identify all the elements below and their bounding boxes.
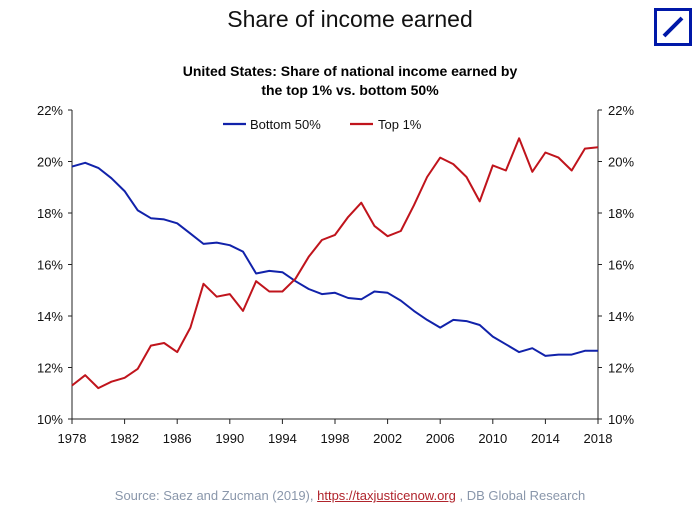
- series-line-top-1: [71, 137, 599, 390]
- x-tick-label: 2010: [478, 431, 507, 446]
- x-tick-label: 2006: [426, 431, 455, 446]
- x-tick-label: 2002: [373, 431, 402, 446]
- y-tick-label-left: 20%: [37, 155, 63, 170]
- source-suffix: , DB Global Research: [455, 488, 586, 503]
- x-tick-label: 1998: [321, 431, 350, 446]
- series-layer: [71, 137, 599, 390]
- y-tick-label-right: 12%: [608, 361, 634, 376]
- chart-title-line-2: the top 1% vs. bottom 50%: [261, 82, 439, 98]
- x-tick-label: 2014: [531, 431, 560, 446]
- y-tick-label-left: 14%: [37, 309, 63, 324]
- page-title: Share of income earned: [227, 6, 473, 32]
- y-tick-label-right: 16%: [608, 258, 634, 273]
- y-tick-label-left: 12%: [37, 361, 63, 376]
- legend-label-bottom-50: Bottom 50%: [250, 117, 321, 132]
- y-tick-label-right: 20%: [608, 155, 634, 170]
- x-tick-label: 1990: [215, 431, 244, 446]
- y-tick-label-right: 18%: [608, 206, 634, 221]
- x-tick-label: 1986: [163, 431, 192, 446]
- legend: Bottom 50% Top 1%: [223, 117, 422, 132]
- y-tick-label-left: 10%: [37, 412, 63, 427]
- chart-title-line-1: United States: Share of national income …: [183, 63, 518, 79]
- x-tick-label: 2018: [584, 431, 613, 446]
- series-line-bottom-50: [71, 161, 598, 357]
- x-tick-label: 1978: [58, 431, 87, 446]
- y-tick-label-right: 22%: [608, 103, 634, 118]
- x-tick-label: 1982: [110, 431, 139, 446]
- y-tick-label-right: 14%: [608, 309, 634, 324]
- y-tick-label-left: 22%: [37, 103, 63, 118]
- source-link[interactable]: https://taxjusticenow.org: [317, 488, 456, 503]
- source-note: Source: Saez and Zucman (2019), https://…: [0, 488, 700, 503]
- legend-label-top-1: Top 1%: [378, 117, 422, 132]
- source-prefix: Source: Saez and Zucman (2019),: [114, 488, 318, 503]
- y-tick-label-right: 10%: [608, 412, 634, 427]
- y-tick-label-left: 18%: [37, 206, 63, 221]
- x-tick-label: 1994: [268, 431, 297, 446]
- y-tick-label-left: 16%: [37, 258, 63, 273]
- deutsche-bank-logo-icon: [654, 8, 692, 46]
- axes: 10% 10% 12% 12% 14% 14% 16% 16% 18% 18% 20% 20% 22% 2…: [37, 103, 634, 446]
